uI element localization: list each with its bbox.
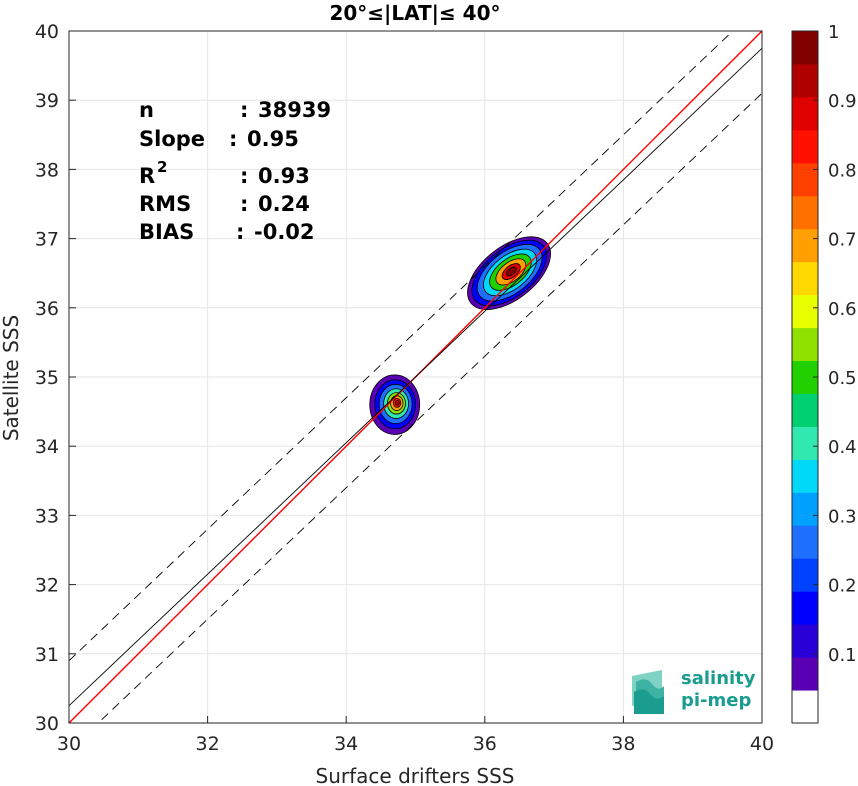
logo: salinity pi-mep	[632, 668, 756, 714]
colorbar-band	[792, 327, 818, 362]
y-tick-label: 36	[35, 298, 59, 320]
stat-separator: :	[240, 164, 248, 188]
regression-fit-line	[69, 47, 762, 707]
stat-value: -0.02	[254, 220, 315, 244]
y-tick-label: 30	[35, 713, 59, 735]
colorbar-band	[792, 228, 818, 263]
colorbar-tick-label: 0.1	[828, 645, 857, 666]
waves-icon	[632, 670, 664, 714]
x-tick-label: 40	[750, 733, 774, 755]
y-tick-label: 35	[35, 367, 59, 389]
colorbar-tick-label: 0.7	[828, 230, 857, 251]
stat-value: 0.95	[247, 127, 299, 151]
colorbar-tick-label: 0.2	[828, 576, 857, 597]
x-tick-label: 32	[196, 733, 220, 755]
stat-label: n	[139, 98, 154, 122]
colorbar-band	[792, 261, 818, 296]
colorbar-band	[792, 96, 818, 131]
stat-value: 0.24	[258, 192, 310, 216]
stat-separator: :	[229, 127, 237, 151]
stat-value: 38939	[258, 98, 331, 122]
stat-label: Slope	[139, 127, 205, 151]
colorbar-tick-label: 1	[828, 22, 839, 43]
colorbar-tick-label: 0.6	[828, 299, 857, 320]
cluster-1	[467, 236, 551, 310]
colorbar-band	[792, 63, 818, 98]
stat-label: R	[139, 164, 155, 188]
stat-separator: :	[240, 98, 248, 122]
stat-separator: :	[236, 220, 244, 244]
y-tick-label: 37	[35, 229, 59, 251]
x-tick-label: 36	[473, 733, 497, 755]
colorbar-band	[792, 129, 818, 164]
colorbar-ticks: 0.1 0.2 0.3 0.4 0.5 0.6 0.7 0.8 0.9 1	[813, 22, 857, 666]
y-axis-label: Satellite SSS	[0, 315, 23, 441]
colorbar-band	[792, 426, 818, 460]
colorbar-band	[792, 690, 818, 724]
colorbar-band	[792, 459, 818, 493]
colorbar-band	[792, 393, 818, 427]
colorbar-band	[792, 294, 818, 329]
colorbar-band	[792, 657, 818, 691]
colorbar-tick-label: 0.3	[828, 506, 857, 527]
colorbar-tick-label: 0.5	[828, 368, 857, 389]
stat-label-superscript: 2	[157, 158, 167, 176]
colorbar-band	[792, 492, 818, 526]
colorbar-band	[792, 525, 818, 559]
y-axis-ticks: 30 31 32 33 34 35 36 37 38 39 40	[35, 21, 76, 735]
colorbar-tick-label: 0.8	[828, 160, 857, 181]
stat-label: BIAS	[139, 220, 194, 244]
logo-text-line2: pi-mep	[681, 690, 751, 711]
y-tick-label: 34	[35, 436, 59, 458]
y-tick-label: 33	[35, 505, 59, 527]
y-tick-label: 32	[35, 575, 59, 597]
colorbar-band	[792, 591, 818, 625]
stat-value: 0.93	[258, 164, 310, 188]
density-contours	[369, 236, 551, 435]
x-tick-label: 30	[57, 733, 81, 755]
colorbar-band	[792, 195, 818, 230]
chart-title: 20°≤|LAT|≤ 40°	[329, 1, 500, 25]
y-tick-label: 31	[35, 644, 59, 666]
x-axis-ticks: 30 32 34 36 38 40	[57, 716, 774, 755]
colorbar-tick-label: 0.9	[828, 91, 857, 112]
cluster-2	[369, 374, 421, 435]
logo-text-line1: salinity	[681, 668, 756, 689]
y-tick-label: 39	[35, 90, 59, 112]
colorbar-band	[792, 31, 818, 65]
contour-level	[394, 399, 400, 406]
x-tick-label: 38	[611, 733, 635, 755]
lower-bound-line	[97, 92, 762, 723]
colorbar-band	[792, 162, 818, 197]
stat-label: RMS	[139, 192, 191, 216]
upper-bound-line	[69, 31, 734, 662]
y-tick-label: 38	[35, 159, 59, 181]
reference-lines	[69, 31, 762, 723]
stat-separator: :	[240, 192, 248, 216]
colorbar-band	[792, 558, 818, 592]
colorbar-band	[792, 624, 818, 658]
x-axis-label: Surface drifters SSS	[316, 764, 515, 786]
x-tick-label: 34	[334, 733, 358, 755]
colorbar-tick-label: 0.4	[828, 437, 857, 458]
contour-level	[506, 266, 517, 277]
grid	[68, 30, 763, 724]
y-tick-label: 40	[35, 21, 59, 43]
